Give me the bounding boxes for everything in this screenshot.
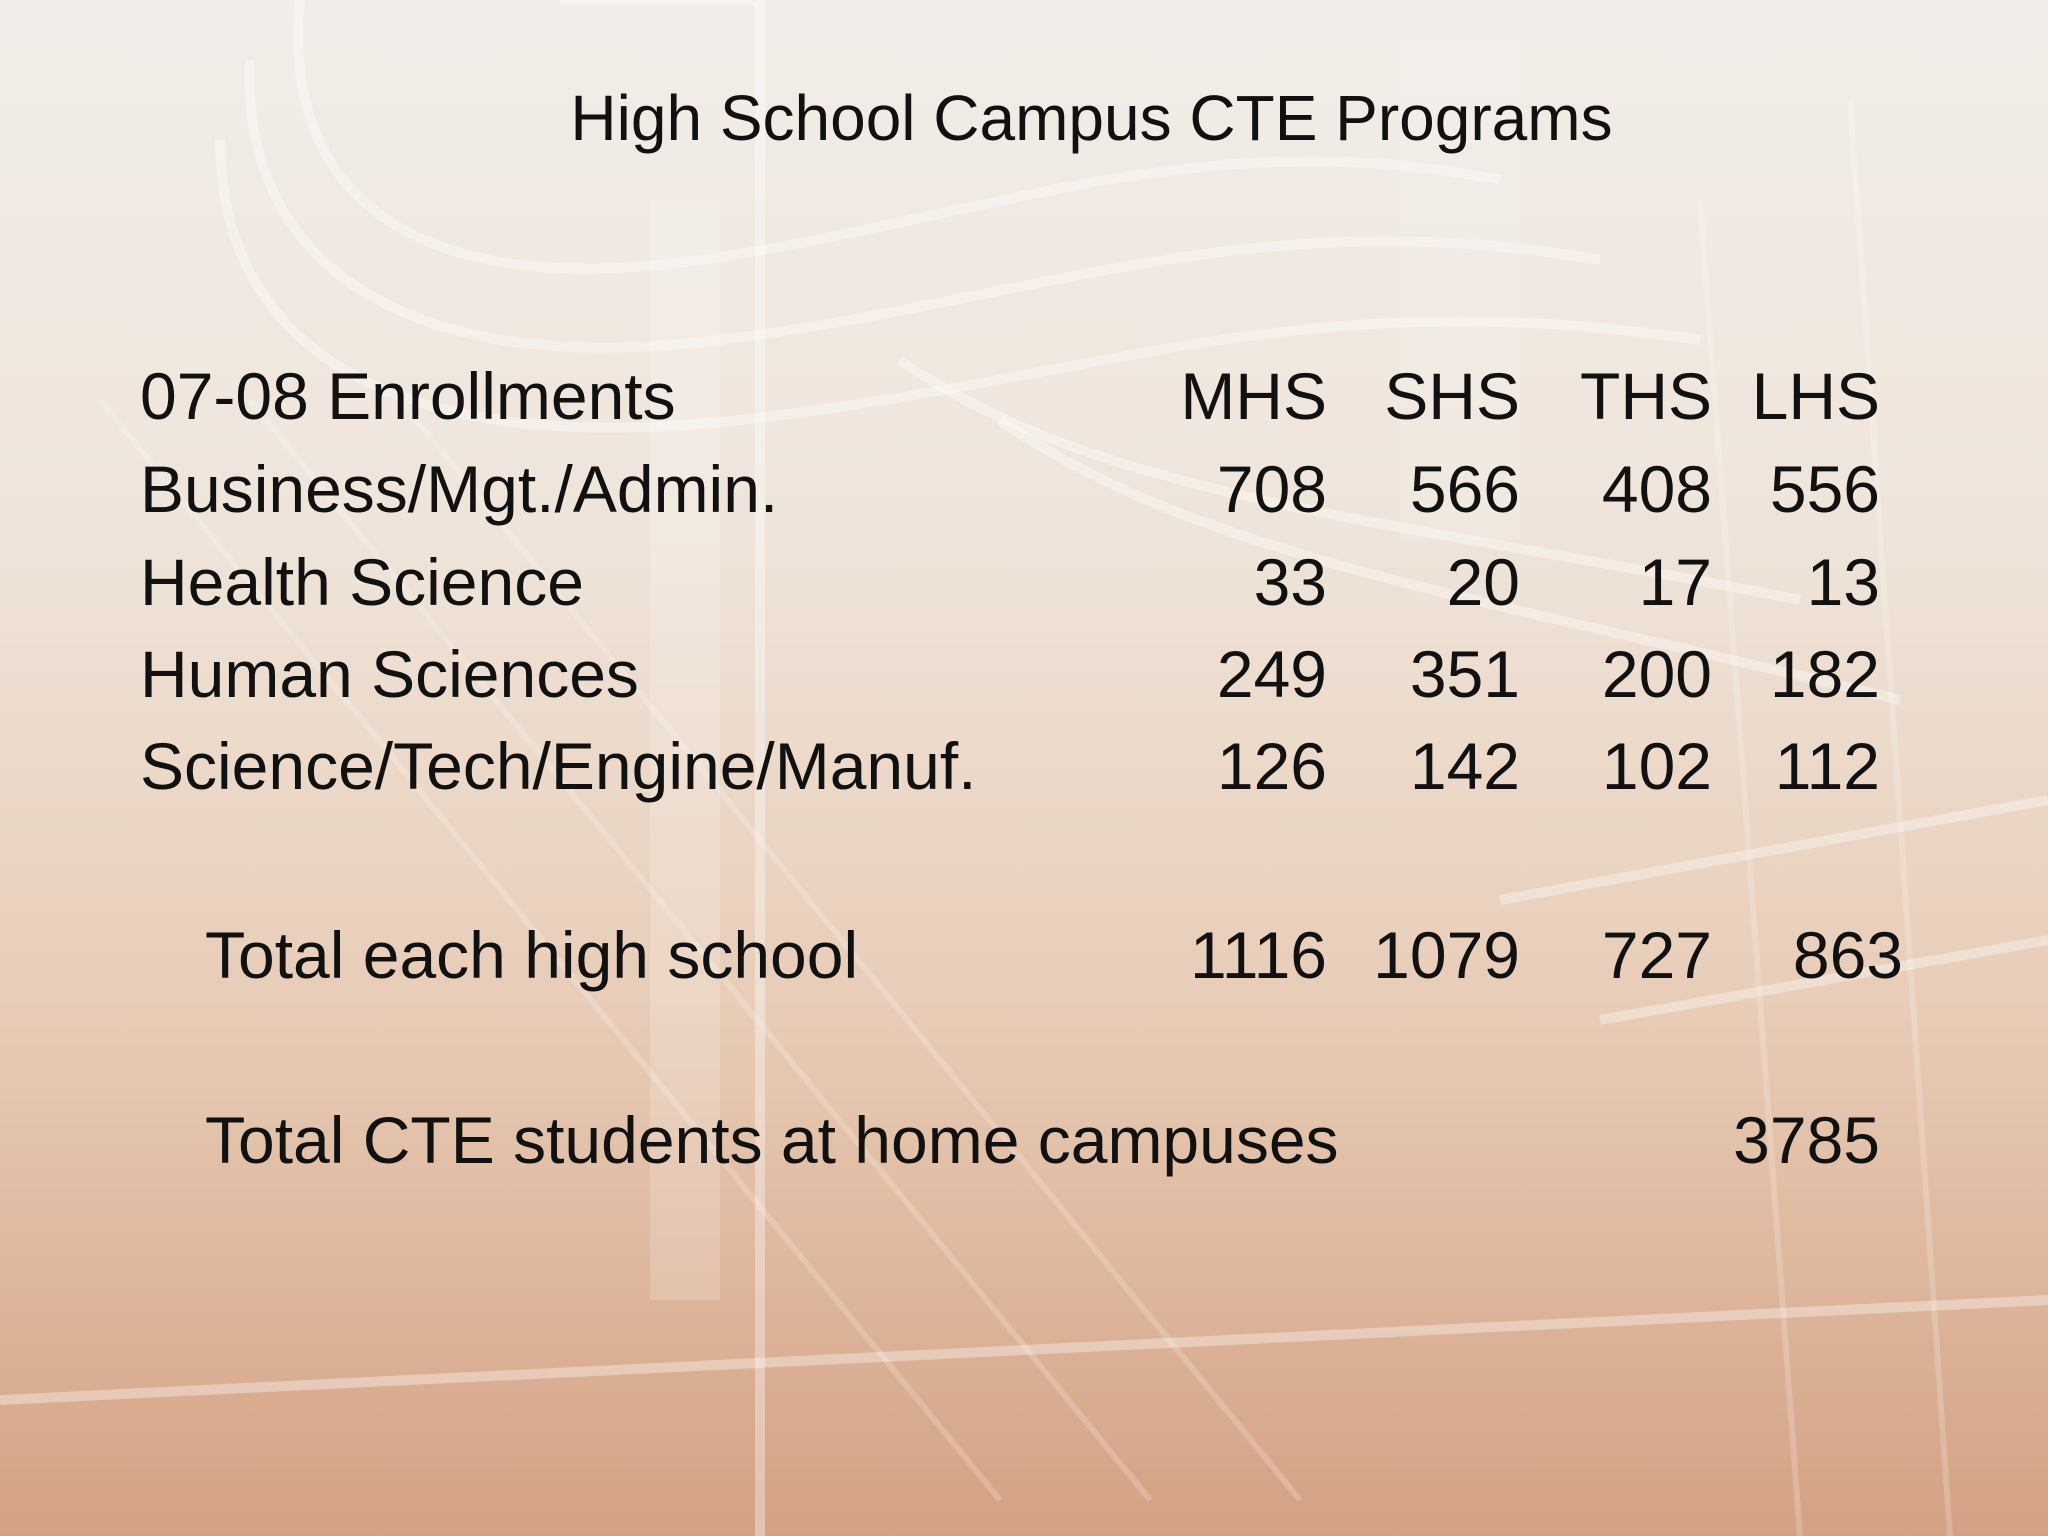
totals-row: Total each high school 1116 1079 727 863: [0, 909, 2048, 1001]
row-label: Health Science: [140, 545, 584, 619]
column-header-ths: THS: [1580, 359, 1712, 433]
cell-mhs: 708: [1216, 452, 1327, 526]
cell-lhs: 556: [1769, 452, 1880, 526]
total-shs: 1079: [1373, 918, 1520, 992]
cell-ths: 102: [1601, 729, 1712, 803]
row-label: Business/Mgt./Admin.: [140, 452, 779, 526]
cell-shs: 351: [1409, 637, 1520, 711]
row-label: Human Sciences: [140, 637, 639, 711]
table-row: Science/Tech/Engine/Manuf. 126 142 102 1…: [0, 720, 2048, 812]
cell-shs: 142: [1409, 729, 1520, 803]
grand-total-label: Total CTE students at home campuses: [205, 1103, 1339, 1177]
cell-lhs: 182: [1769, 637, 1880, 711]
column-header-shs: SHS: [1384, 359, 1520, 433]
grand-total-row: Total CTE students at home campuses 3785: [0, 1094, 2048, 1186]
cell-ths: 200: [1601, 637, 1712, 711]
totals-label: Total each high school: [205, 918, 859, 992]
table-header-label: 07-08 Enrollments: [140, 359, 676, 433]
column-header-mhs: MHS: [1180, 359, 1327, 433]
cell-shs: 566: [1409, 452, 1520, 526]
cell-lhs: 13: [1806, 545, 1880, 619]
total-mhs: 1116: [1189, 918, 1327, 992]
cell-ths: 17: [1638, 545, 1712, 619]
cell-shs: 20: [1446, 545, 1520, 619]
grand-total-value: 3785: [1733, 1103, 1880, 1177]
total-ths: 727: [1601, 918, 1712, 992]
total-lhs: 863: [1792, 918, 1903, 992]
slide-title: High School Campus CTE Programs: [570, 82, 1613, 154]
table-row: Health Science 33 20 17 13: [0, 536, 2048, 628]
row-label: Science/Tech/Engine/Manuf.: [140, 729, 977, 803]
cell-mhs: 126: [1216, 729, 1327, 803]
table-row: Human Sciences 249 351 200 182: [0, 628, 2048, 720]
cell-lhs: 112: [1774, 729, 1880, 803]
cell-mhs: 249: [1216, 637, 1327, 711]
column-header-lhs: LHS: [1751, 359, 1880, 433]
table-header-row: 07-08 Enrollments MHS SHS THS LHS: [0, 350, 2048, 442]
cell-mhs: 33: [1253, 545, 1327, 619]
cell-ths: 408: [1601, 452, 1712, 526]
table-row: Business/Mgt./Admin. 708 566 408 556: [0, 443, 2048, 535]
